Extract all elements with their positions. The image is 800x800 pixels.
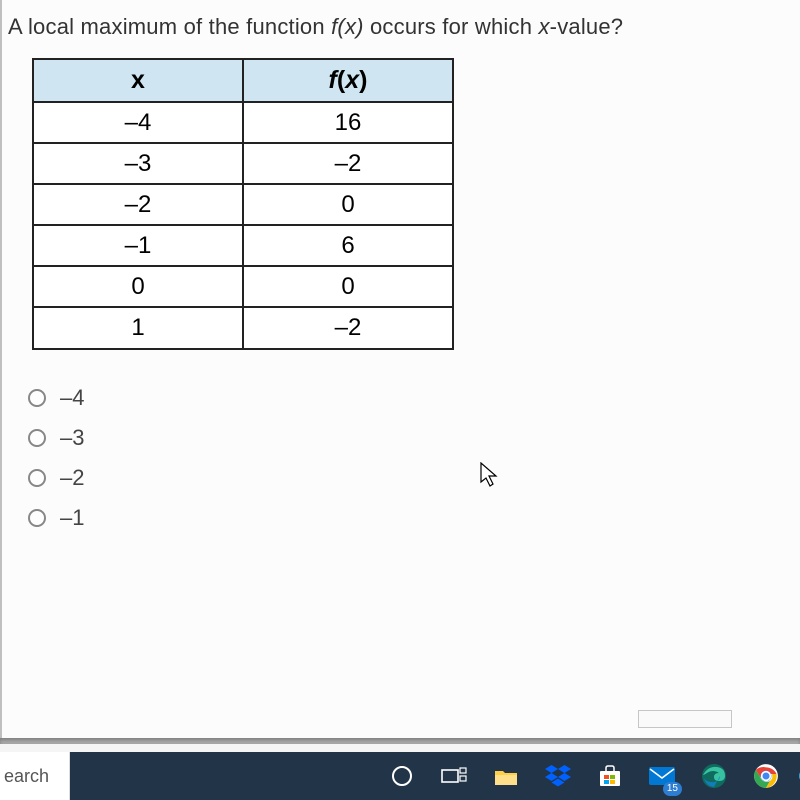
- function-table-wrap: x f(x) –4 16 –3 –2 –2 0: [2, 58, 800, 350]
- window-divider: [0, 738, 800, 744]
- cell-fx: –2: [243, 307, 453, 348]
- cell-fx: –2: [243, 143, 453, 184]
- table-row: –4 16: [33, 102, 453, 143]
- table-row: –3 –2: [33, 143, 453, 184]
- radio-icon[interactable]: [28, 389, 46, 407]
- taskbar-icons: 15: [380, 752, 800, 800]
- table-row: –1 6: [33, 225, 453, 266]
- cell-x: –4: [33, 102, 243, 143]
- table-row: 0 0: [33, 266, 453, 307]
- app-icon[interactable]: [796, 752, 800, 800]
- answer-options: –4 –3 –2 –1: [2, 350, 800, 538]
- small-panel: [638, 710, 732, 728]
- option-a[interactable]: –4: [28, 378, 800, 418]
- file-explorer-icon[interactable]: [484, 752, 528, 800]
- search-placeholder-text: earch: [4, 766, 49, 787]
- table-row: –2 0: [33, 184, 453, 225]
- radio-icon[interactable]: [28, 509, 46, 527]
- cell-x: –1: [33, 225, 243, 266]
- quiz-content: A local maximum of the function f(x) occ…: [0, 0, 800, 740]
- question-text: A local maximum of the function f(x) occ…: [2, 10, 800, 58]
- option-b[interactable]: –3: [28, 418, 800, 458]
- cell-fx: 6: [243, 225, 453, 266]
- microsoft-store-icon[interactable]: [588, 752, 632, 800]
- taskbar-search-input[interactable]: earch: [0, 752, 70, 800]
- edge-icon[interactable]: [692, 752, 736, 800]
- option-label: –1: [60, 505, 84, 531]
- windows-taskbar[interactable]: earch: [0, 752, 800, 800]
- cell-x: –3: [33, 143, 243, 184]
- mail-badge-count: 15: [663, 782, 682, 796]
- question-prefix: A local maximum of the function: [8, 14, 331, 39]
- dropbox-icon[interactable]: [536, 752, 580, 800]
- table-row: 1 –2: [33, 307, 453, 348]
- cell-x: 1: [33, 307, 243, 348]
- cell-x: –2: [33, 184, 243, 225]
- mail-icon[interactable]: 15: [640, 752, 684, 800]
- cell-fx: 16: [243, 102, 453, 143]
- question-xv: x: [538, 14, 549, 39]
- option-c[interactable]: –2: [28, 458, 800, 498]
- radio-icon[interactable]: [28, 469, 46, 487]
- cell-fx: 0: [243, 266, 453, 307]
- option-d[interactable]: –1: [28, 498, 800, 538]
- chrome-icon[interactable]: [744, 752, 788, 800]
- cell-fx: 0: [243, 184, 453, 225]
- question-suffix: -value?: [550, 14, 624, 39]
- option-label: –4: [60, 385, 84, 411]
- option-label: –3: [60, 425, 84, 451]
- radio-icon[interactable]: [28, 429, 46, 447]
- function-table: x f(x) –4 16 –3 –2 –2 0: [32, 58, 454, 350]
- table-header-x: x: [33, 59, 243, 102]
- question-fx: f(x): [331, 14, 364, 39]
- option-label: –2: [60, 465, 84, 491]
- cell-x: 0: [33, 266, 243, 307]
- table-header-fx: f(x): [243, 59, 453, 102]
- task-view-icon[interactable]: [432, 752, 476, 800]
- question-mid: occurs for which: [364, 14, 539, 39]
- cortana-icon[interactable]: [380, 752, 424, 800]
